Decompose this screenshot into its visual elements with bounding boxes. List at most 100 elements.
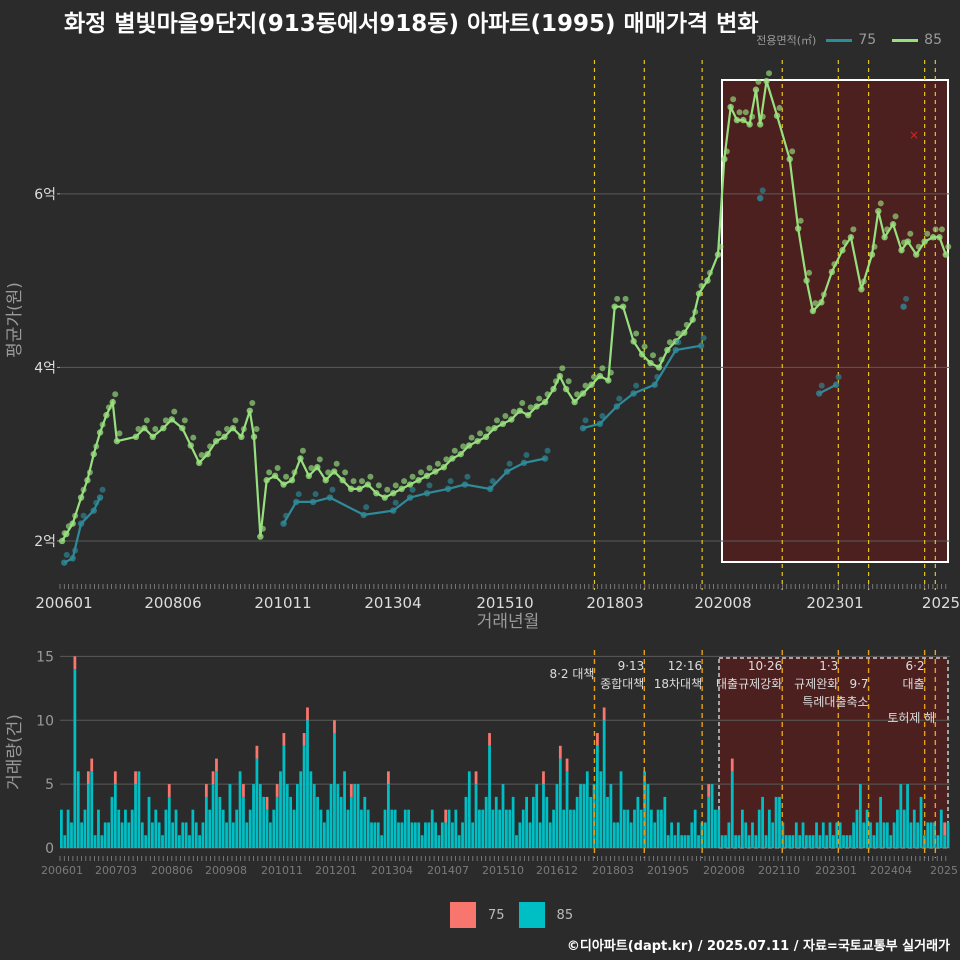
series-85-point bbox=[347, 485, 355, 493]
series-85-point bbox=[571, 398, 578, 406]
series-75-point bbox=[409, 486, 416, 493]
series-85-point bbox=[90, 450, 97, 458]
series-85-point bbox=[398, 485, 405, 493]
bar-85 bbox=[134, 784, 137, 848]
series-85-point bbox=[103, 411, 110, 419]
series-85-point bbox=[516, 407, 523, 414]
series-85-point bbox=[936, 234, 943, 241]
series-85-point bbox=[736, 109, 743, 116]
outlier-marker: × bbox=[909, 128, 919, 142]
series-85-point bbox=[559, 365, 566, 372]
series-85-point bbox=[773, 112, 781, 119]
bar-75 bbox=[333, 720, 336, 734]
series-75-point bbox=[651, 381, 658, 388]
bar-85 bbox=[285, 784, 289, 848]
series-85-point bbox=[622, 295, 629, 302]
series-85-point bbox=[299, 447, 306, 454]
series-85-point bbox=[116, 430, 123, 437]
bar-85 bbox=[852, 822, 856, 848]
bar-85 bbox=[451, 822, 454, 848]
bar-85 bbox=[596, 745, 599, 848]
series-85-point bbox=[892, 213, 899, 220]
legend-bar-75-label: 75 bbox=[488, 907, 505, 923]
bar-85 bbox=[838, 822, 842, 848]
series-85-point bbox=[384, 486, 391, 493]
series-85-point bbox=[342, 469, 349, 476]
series-85-point bbox=[409, 473, 416, 480]
series-85-point bbox=[565, 378, 572, 385]
bar-85 bbox=[697, 835, 700, 848]
series-85-point bbox=[650, 352, 657, 359]
bar-85 bbox=[177, 835, 181, 848]
bar-85 bbox=[896, 809, 899, 848]
bar-85 bbox=[764, 835, 768, 848]
bar-85 bbox=[879, 796, 882, 848]
bar-85 bbox=[83, 809, 87, 848]
bar-85 bbox=[899, 784, 903, 848]
series-75-point bbox=[61, 559, 68, 566]
bar-85 bbox=[117, 809, 121, 848]
series-85-point bbox=[109, 398, 116, 406]
bar-85 bbox=[865, 809, 869, 848]
bar-85 bbox=[848, 835, 852, 848]
bar-75 bbox=[444, 809, 448, 823]
bar-75 bbox=[707, 784, 711, 797]
bar-85 bbox=[488, 745, 491, 848]
series-85-point bbox=[432, 468, 439, 475]
bar-85 bbox=[565, 771, 569, 848]
series-85-point bbox=[689, 316, 696, 323]
bar-85 bbox=[376, 822, 380, 848]
series-85-point bbox=[132, 433, 140, 441]
bar-85 bbox=[275, 796, 279, 848]
volume-x-tick-label: 201905 bbox=[647, 864, 689, 877]
series-85-point bbox=[766, 70, 773, 77]
series-75-point bbox=[579, 424, 587, 432]
series-75-point bbox=[613, 403, 620, 410]
bar-85 bbox=[191, 809, 195, 848]
series-75-point bbox=[599, 412, 606, 419]
series-85-point bbox=[477, 430, 484, 437]
series-85-point bbox=[257, 533, 264, 540]
bar-85 bbox=[835, 822, 839, 848]
series-75-point bbox=[77, 520, 85, 527]
bar-85 bbox=[231, 822, 235, 848]
policy-label: 6·2 bbox=[906, 659, 925, 673]
series-85-point bbox=[198, 452, 205, 459]
bar-85 bbox=[295, 784, 299, 848]
series-75-point bbox=[756, 194, 764, 202]
bar-75 bbox=[204, 784, 208, 797]
series-85-point bbox=[579, 390, 587, 397]
series-85-point bbox=[84, 477, 91, 484]
series-85-point bbox=[858, 286, 865, 293]
bar-85 bbox=[221, 809, 225, 848]
bar-85 bbox=[778, 796, 781, 848]
series-85-point bbox=[921, 238, 928, 245]
bar-85 bbox=[936, 835, 940, 848]
legend-75-label: 75 bbox=[858, 32, 877, 48]
series-75-point bbox=[309, 498, 317, 506]
series-75-point bbox=[390, 507, 397, 514]
bar-85 bbox=[184, 822, 188, 848]
series-85-point bbox=[253, 426, 260, 433]
bar-85 bbox=[525, 796, 528, 848]
bar-85 bbox=[440, 822, 444, 848]
bar-85 bbox=[761, 796, 764, 848]
series-75-point bbox=[544, 447, 551, 454]
series-85-point bbox=[742, 109, 749, 116]
policy-label: 12·16 bbox=[668, 659, 702, 673]
series-85-point bbox=[221, 433, 228, 441]
series-75-point bbox=[596, 420, 604, 428]
bar-85 bbox=[683, 835, 687, 848]
bar-85 bbox=[238, 771, 242, 848]
series-85-point bbox=[596, 372, 604, 380]
series-75-point bbox=[903, 295, 910, 302]
bar-85 bbox=[198, 835, 201, 848]
series-75-point bbox=[506, 460, 513, 467]
bar-85 bbox=[430, 809, 434, 848]
price-y-axis-label: 평균가(원) bbox=[5, 282, 25, 358]
policy-sublabel: 규제완화 bbox=[794, 677, 838, 691]
bar-85 bbox=[336, 784, 340, 848]
series-85-point bbox=[841, 239, 848, 246]
series-85-point bbox=[229, 424, 237, 432]
bar-85 bbox=[693, 809, 697, 848]
